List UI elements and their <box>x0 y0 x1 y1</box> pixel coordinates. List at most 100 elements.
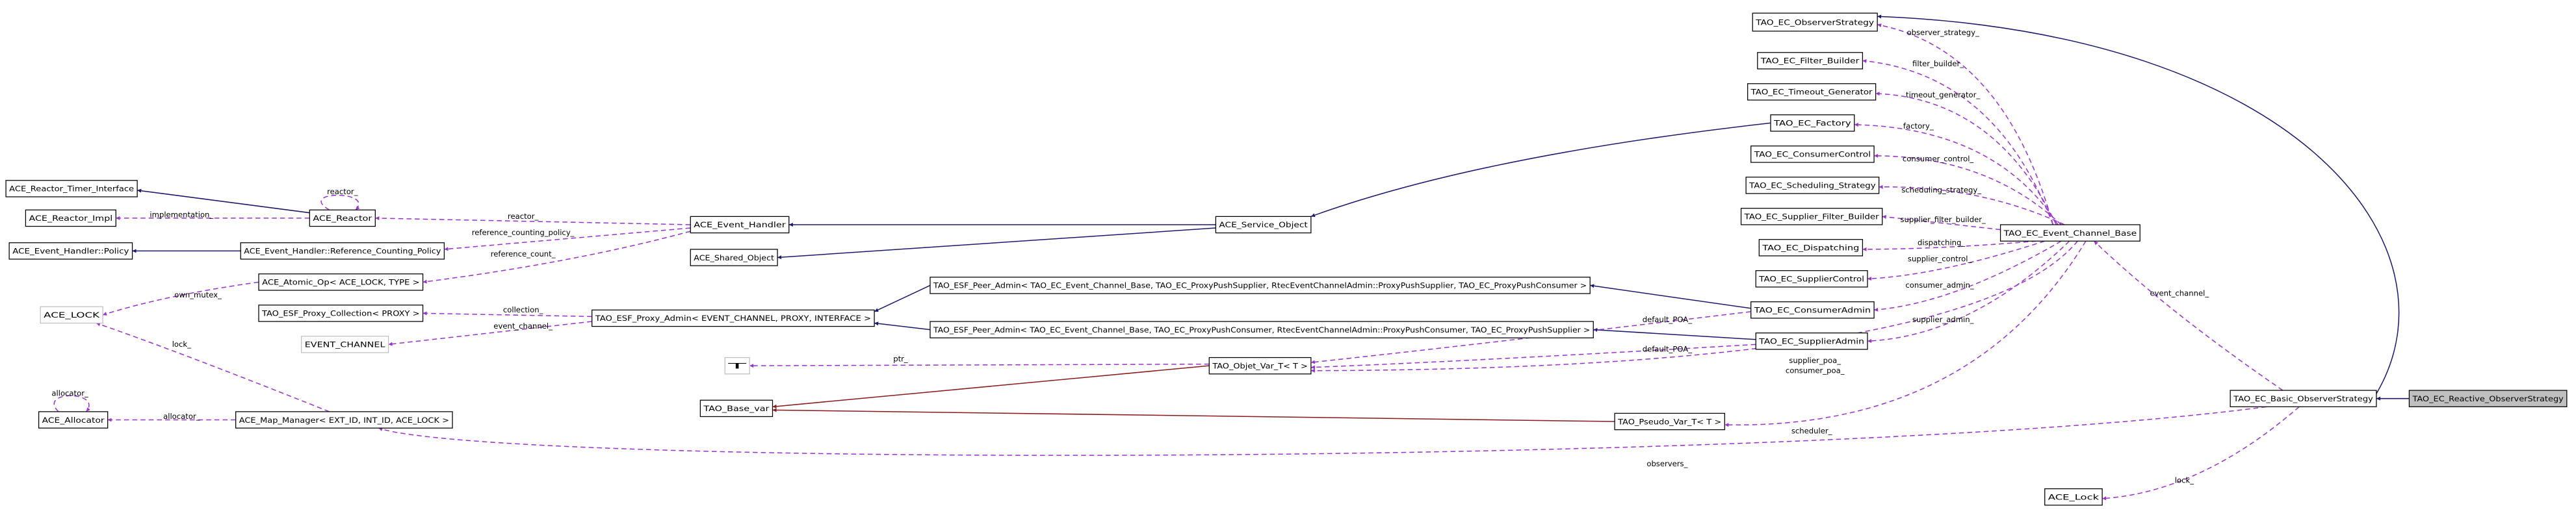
node: ACE_Shared_Object <box>690 249 778 266</box>
edge-label: filter_builder_ <box>1912 59 1964 68</box>
edge <box>53 395 90 412</box>
node-label: TAO_EC_Basic_ObserverStrategy <box>2233 394 2373 403</box>
edge-label: default_POA_ <box>1643 315 1693 324</box>
edge <box>1310 344 1756 370</box>
node-box <box>258 305 424 322</box>
node: TAO_EC_SupplierControl <box>1755 270 1868 288</box>
node-label: ACE_Reactor_Impl <box>29 214 112 223</box>
edge-label: default_POA_ <box>1643 344 1693 353</box>
edge-label: reference_count_ <box>491 249 556 258</box>
edge <box>749 363 1210 368</box>
node: TAO_EC_Filter_Builder <box>1757 52 1864 69</box>
node-label: ACE_Reactor <box>313 214 372 223</box>
node-box <box>258 273 424 291</box>
edge-label: lock_ <box>2175 475 2194 484</box>
node-box <box>240 242 445 260</box>
node-label: ACE_Event_Handler::Policy <box>12 247 129 256</box>
node-box <box>592 309 875 327</box>
node-label: ACE_Event_Handler::Reference_Counting_Po… <box>244 247 441 256</box>
node-label: TAO_Pseudo_Var_T< T > <box>1617 417 1721 426</box>
node-label: ACE_Reactor_Timer_Interface <box>9 184 134 194</box>
node-label: TAO_ESF_Proxy_Admin< EVENT_CHANNEL, PROX… <box>595 314 871 323</box>
edge <box>1854 123 2059 225</box>
node-box <box>930 321 1594 338</box>
node-label: EVENT_CHANNEL <box>305 340 385 349</box>
edge <box>1862 240 2037 251</box>
node-box <box>1770 114 1855 132</box>
edge <box>444 227 691 251</box>
node: ACE_Reactor <box>309 209 376 227</box>
node-label: TAO_EC_Filter_Builder <box>1760 57 1860 66</box>
node-label: TAO_EC_ConsumerControl <box>1754 150 1871 159</box>
node-box <box>2044 488 2103 506</box>
edge-label: implementation_ <box>150 210 213 219</box>
node: TAO_EC_Event_Channel_Base <box>1999 224 2140 242</box>
node: ACE_Service_Object <box>1215 216 1312 234</box>
node: EVENT_CHANNEL <box>301 336 389 353</box>
edge-label: supplier_admin_ <box>1912 315 1974 324</box>
node-label: ACE_Map_Manager< EXT_ID, INT_ID, ACE_LOC… <box>239 416 449 425</box>
edge <box>1879 184 2065 225</box>
edge-label: consumer_control_ <box>1903 154 1974 163</box>
edge <box>1862 59 2054 225</box>
node-box <box>309 209 376 227</box>
node-box <box>1208 357 1312 375</box>
node-label: TAO_EC_Timeout_Generator <box>1750 88 1873 97</box>
node-label: TAO_ESF_Peer_Admin< TAO_EC_Event_Channel… <box>933 325 1590 334</box>
node: TAO_EC_ConsumerControl <box>1750 145 1875 163</box>
node: TAO_EC_Dispatching <box>1758 239 1864 257</box>
node-box <box>5 180 138 197</box>
node: TAO_Objet_Var_T< T > <box>1208 357 1312 375</box>
edge <box>378 406 2267 456</box>
edge-label: collection_ <box>503 305 543 314</box>
edge <box>1874 240 2062 312</box>
node-box <box>1747 83 1877 101</box>
edge-label: supplier_filter_builder_ <box>1900 215 1986 224</box>
edge <box>1874 153 2062 225</box>
node-box <box>724 357 750 375</box>
node-box <box>2408 390 2568 407</box>
edge-label: consumer_admin_ <box>1905 281 1974 290</box>
node: TAO_ESF_Peer_Admin< TAO_EC_Event_Channel… <box>930 321 1594 338</box>
edge-label: observer_strategy_ <box>1907 28 1979 37</box>
edge <box>1310 240 2078 373</box>
node: ACE_Lock <box>2044 488 2103 506</box>
edge-label: supplier_control_ <box>1908 255 1972 264</box>
node: TAO_EC_Factory <box>1770 114 1855 132</box>
edge <box>96 322 330 412</box>
node: TAO_Pseudo_Var_T< T > <box>1614 412 1725 431</box>
edge-label: own_mutex_ <box>174 290 222 299</box>
edge-label: reference_counting_policy_ <box>472 228 575 237</box>
edge-label: scheduler_ <box>1791 427 1832 436</box>
node-label: TAO_Objet_Var_T< T > <box>1212 361 1308 370</box>
node-label: T <box>725 361 748 370</box>
edge <box>772 408 1615 422</box>
node-box <box>690 249 778 266</box>
edge <box>1310 122 1771 218</box>
node-box <box>699 399 774 418</box>
edge <box>1593 327 1756 340</box>
node: TAO_Base_var <box>699 399 774 418</box>
edge <box>1310 311 1751 364</box>
edge <box>423 231 691 284</box>
node-label: ACE_Allocator <box>42 416 105 425</box>
node-box <box>38 411 109 429</box>
node-box <box>40 306 103 324</box>
node-label: TAO_ESF_Peer_Admin< TAO_EC_Event_Channel… <box>933 281 1587 290</box>
node-box <box>25 209 116 227</box>
edge-label: reactor_ <box>508 212 539 221</box>
edge <box>1882 215 2001 231</box>
edge <box>320 194 360 210</box>
node-label: TAO_EC_Reactive_ObserverStrategy <box>2412 394 2564 403</box>
node: TAO_ESF_Proxy_Collection< PROXY > <box>258 305 424 322</box>
edge <box>1875 92 2057 225</box>
edge <box>772 365 1210 408</box>
node-label: TAO_EC_SupplierControl <box>1758 275 1864 284</box>
node-label: TAO_EC_Supplier_Filter_Builder <box>1743 212 1879 221</box>
edge <box>874 321 931 331</box>
edge-label: reactor_ <box>327 187 358 196</box>
edge-label: factory_ <box>1903 121 1934 131</box>
node: TAO_EC_Basic_ObserverStrategy <box>2230 390 2377 407</box>
node-label: ACE_Shared_Object <box>694 253 774 262</box>
